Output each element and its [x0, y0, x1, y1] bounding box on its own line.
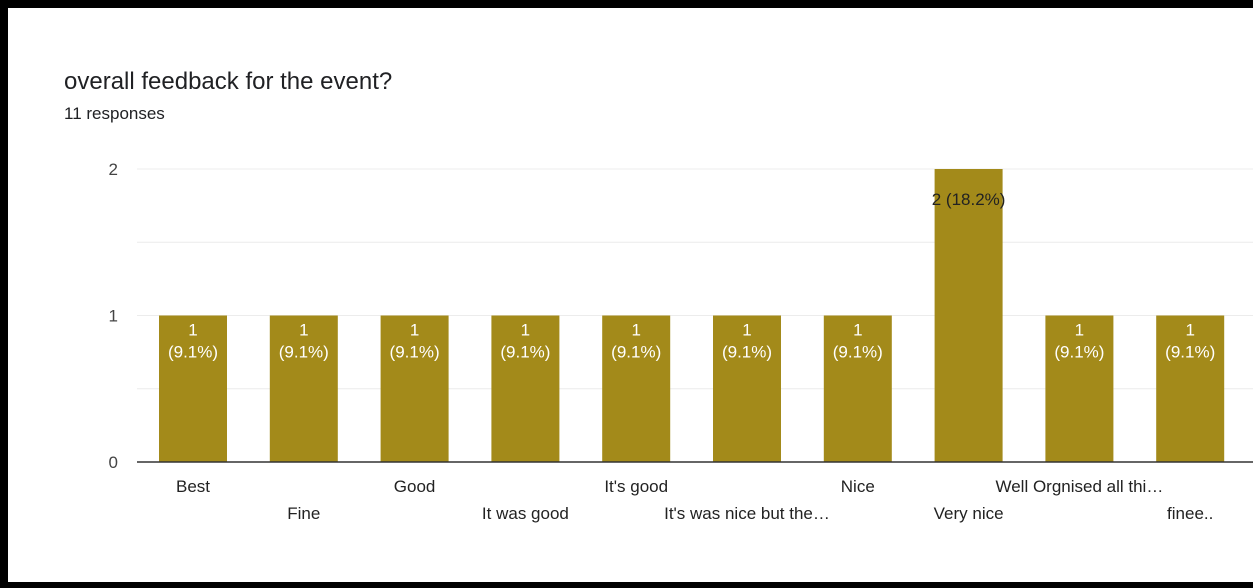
data-label-count: 1	[410, 321, 419, 340]
y-tick-label: 1	[109, 307, 118, 326]
category-label: Fine	[287, 504, 320, 523]
data-label-percent: (9.1%)	[1165, 343, 1215, 362]
data-label-count: 1	[853, 321, 862, 340]
data-label-percent: (9.1%)	[611, 343, 661, 362]
data-label-count: 1	[631, 321, 640, 340]
data-label-percent: (9.1%)	[390, 343, 440, 362]
data-label-percent: (9.1%)	[168, 343, 218, 362]
bar	[1045, 315, 1114, 462]
data-label-count: 1	[1185, 321, 1194, 340]
bar	[269, 315, 338, 462]
y-tick-label: 0	[109, 453, 118, 472]
y-tick-label: 2	[109, 160, 118, 179]
data-label-count: 1	[188, 321, 197, 340]
bar	[602, 315, 671, 462]
data-label-count: 1	[521, 321, 530, 340]
data-label-percent: (9.1%)	[833, 343, 883, 362]
category-label: It's was nice but the…	[664, 504, 830, 523]
data-label-percent: (9.1%)	[1054, 343, 1104, 362]
data-label-percent: (9.1%)	[500, 343, 550, 362]
bar	[1156, 315, 1225, 462]
category-label: Well Orgnised all thi…	[995, 477, 1163, 496]
category-label: Best	[176, 477, 210, 496]
bar	[934, 169, 1003, 462]
category-label: Good	[394, 477, 436, 496]
category-label: It's good	[604, 477, 668, 496]
category-label: It was good	[482, 504, 569, 523]
bar	[380, 315, 449, 462]
data-label-count: 1	[742, 321, 751, 340]
data-label-count: 1	[299, 321, 308, 340]
category-label: Nice	[841, 477, 875, 496]
bar	[823, 315, 892, 462]
category-label: finee..	[1167, 504, 1213, 523]
bar	[491, 315, 560, 462]
data-label-percent: (9.1%)	[722, 343, 772, 362]
bar	[159, 315, 227, 462]
response-count: 11 responses	[64, 104, 165, 123]
chart-title: overall feedback for the event?	[64, 68, 393, 95]
data-label-percent: (9.1%)	[279, 343, 329, 362]
data-label-count: 1	[1075, 321, 1084, 340]
data-label: 2 (18.2%)	[932, 190, 1006, 209]
category-label: Very nice	[934, 504, 1004, 523]
bar	[713, 315, 781, 462]
